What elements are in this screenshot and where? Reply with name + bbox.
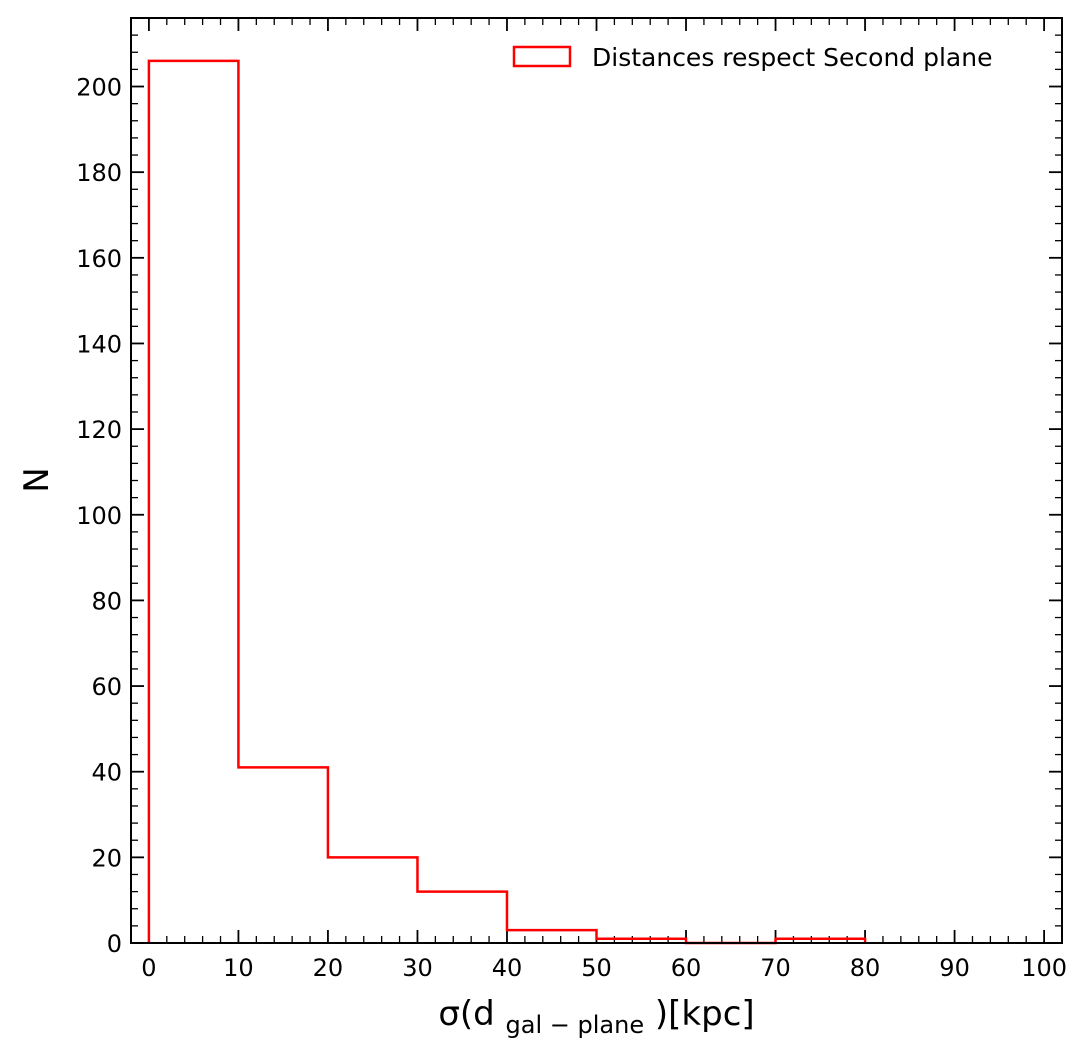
y-tick-label: 100 — [76, 502, 122, 530]
y-tick-label: 40 — [91, 759, 122, 787]
x-axis-label-subscript: gal − plane — [506, 1011, 645, 1039]
x-tick-labels: 0 10 20 30 40 50 60 70 80 90 100 — [141, 954, 1067, 982]
legend: Distances respect Second plane — [512, 43, 992, 72]
y-tick-label: 180 — [76, 159, 122, 187]
histogram-bin-3 — [417, 892, 507, 943]
y-tick-label: 20 — [91, 844, 122, 872]
x-axis-label-unit: )[kpc] — [655, 994, 755, 1034]
major-ticks — [131, 18, 1062, 944]
legend-swatch — [512, 45, 572, 68]
x-tick-label: 0 — [141, 954, 156, 982]
x-tick-label: 80 — [850, 954, 881, 982]
histogram-bin-0 — [149, 61, 239, 943]
x-tick-label: 20 — [313, 954, 344, 982]
x-tick-label: 70 — [760, 954, 791, 982]
x-axis-label-main: σ(d — [438, 994, 494, 1034]
legend-label: Distances respect Second plane — [592, 43, 992, 72]
y-tick-label: 140 — [76, 330, 122, 358]
y-tick-label: 200 — [76, 74, 122, 102]
y-tick-labels: 0 20 40 60 80 100 120 140 160 180 200 — [76, 74, 122, 958]
x-tick-label: 30 — [402, 954, 433, 982]
y-tick-label: 0 — [107, 930, 122, 958]
minor-ticks — [130, 17, 1063, 943]
y-axis-label: N — [17, 467, 57, 492]
plot-frame — [130, 17, 1063, 944]
y-tick-label: 160 — [76, 245, 122, 273]
histogram-bin-4 — [507, 930, 597, 943]
x-tick-label: 90 — [939, 954, 970, 982]
y-tick-label: 120 — [76, 416, 122, 444]
x-tick-label: 10 — [223, 954, 254, 982]
x-tick-label: 40 — [492, 954, 523, 982]
x-tick-label: 60 — [671, 954, 702, 982]
y-tick-label: 60 — [91, 673, 122, 701]
x-tick-label: 100 — [1021, 954, 1067, 982]
plot-border — [130, 17, 1063, 944]
histogram-bars — [147, 59, 867, 945]
histogram-bin-2 — [328, 857, 418, 943]
histogram-bin-1 — [238, 767, 328, 943]
x-axis-label: σ(d gal − plane )[kpc] — [438, 994, 754, 1042]
x-tick-label: 50 — [581, 954, 612, 982]
y-tick-label: 80 — [91, 587, 122, 615]
